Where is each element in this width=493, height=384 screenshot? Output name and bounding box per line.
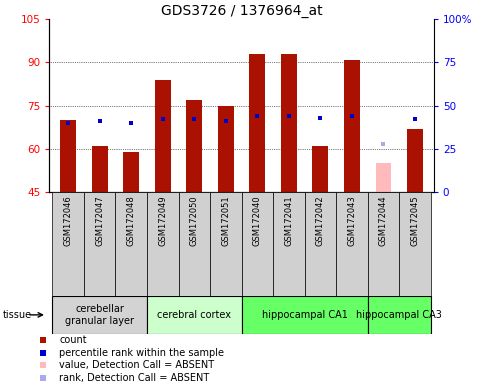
Bar xyxy=(305,192,336,296)
Bar xyxy=(344,60,360,192)
Text: GSM172040: GSM172040 xyxy=(253,195,262,246)
Bar xyxy=(376,163,391,192)
Bar xyxy=(249,54,265,192)
Bar xyxy=(60,120,76,192)
Bar xyxy=(242,296,368,334)
Text: tissue: tissue xyxy=(2,310,32,320)
Bar xyxy=(123,152,139,192)
Bar xyxy=(242,192,273,296)
Bar xyxy=(155,80,171,192)
Bar xyxy=(147,192,178,296)
Bar xyxy=(281,54,297,192)
Bar xyxy=(399,192,431,296)
Bar xyxy=(92,146,107,192)
Bar xyxy=(186,100,202,192)
Text: count: count xyxy=(59,335,87,345)
Text: hippocampal CA3: hippocampal CA3 xyxy=(356,310,442,320)
Bar xyxy=(273,192,305,296)
Bar xyxy=(52,296,147,334)
Text: GSM172041: GSM172041 xyxy=(284,195,293,246)
Text: GSM172048: GSM172048 xyxy=(127,195,136,246)
Text: GSM172046: GSM172046 xyxy=(64,195,72,246)
Text: rank, Detection Call = ABSENT: rank, Detection Call = ABSENT xyxy=(59,373,210,383)
Bar xyxy=(178,192,210,296)
Text: GSM172043: GSM172043 xyxy=(348,195,356,246)
Text: GSM172049: GSM172049 xyxy=(158,195,167,246)
Bar xyxy=(368,192,399,296)
Text: GSM172047: GSM172047 xyxy=(95,195,104,246)
Bar xyxy=(407,129,423,192)
Text: cerebral cortex: cerebral cortex xyxy=(157,310,231,320)
Text: GSM172051: GSM172051 xyxy=(221,195,230,246)
Title: GDS3726 / 1376964_at: GDS3726 / 1376964_at xyxy=(161,4,322,18)
Text: GSM172050: GSM172050 xyxy=(190,195,199,246)
Bar xyxy=(147,296,242,334)
Text: value, Detection Call = ABSENT: value, Detection Call = ABSENT xyxy=(59,360,214,370)
Bar xyxy=(313,146,328,192)
Bar xyxy=(52,192,84,296)
Bar xyxy=(368,296,431,334)
Text: hippocampal CA1: hippocampal CA1 xyxy=(262,310,348,320)
Bar xyxy=(218,106,234,192)
Bar xyxy=(336,192,368,296)
Bar xyxy=(210,192,242,296)
Text: GSM172042: GSM172042 xyxy=(316,195,325,246)
Bar xyxy=(84,192,115,296)
Bar xyxy=(115,192,147,296)
Text: GSM172045: GSM172045 xyxy=(411,195,420,246)
Text: percentile rank within the sample: percentile rank within the sample xyxy=(59,348,224,358)
Text: cerebellar
granular layer: cerebellar granular layer xyxy=(65,304,134,326)
Text: GSM172044: GSM172044 xyxy=(379,195,388,246)
